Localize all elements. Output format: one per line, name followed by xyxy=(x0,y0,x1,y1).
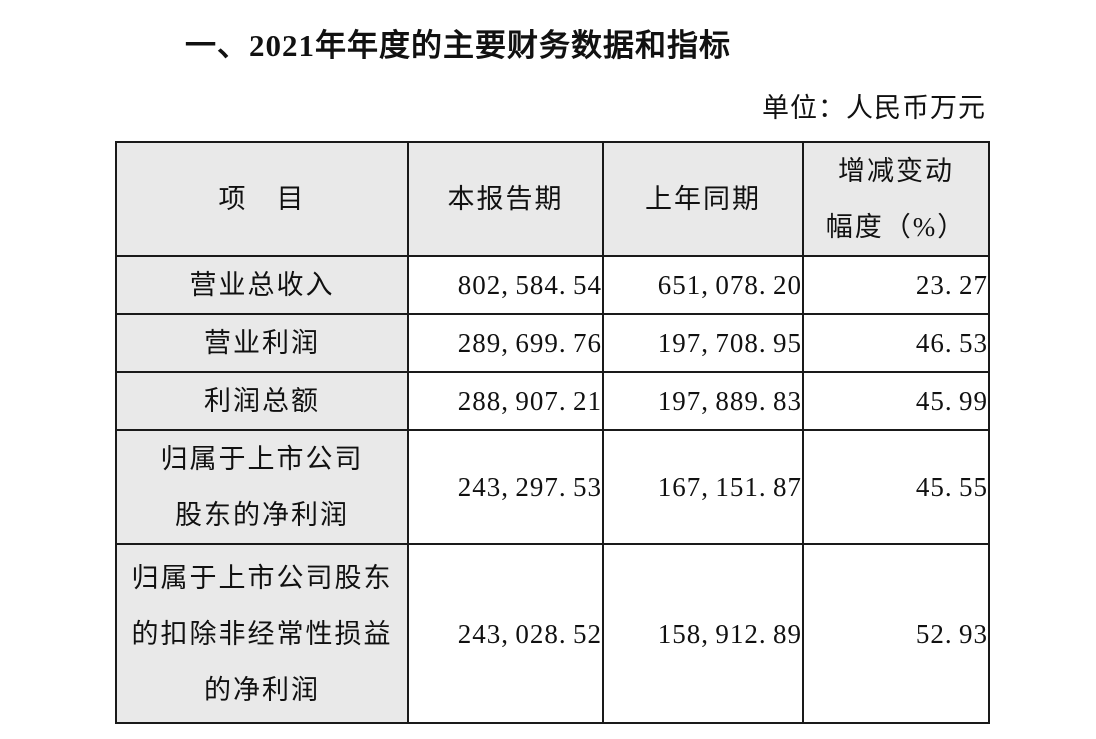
header-current-period: 本报告期 xyxy=(407,141,604,257)
table-row: 利润总额 288, 907. 21 197, 889. 83 45. 99 xyxy=(115,371,990,431)
item-cell: 利润总额 xyxy=(115,371,409,431)
change-pct-cell: 46. 53 xyxy=(802,313,990,373)
change-pct-cell: 52. 93 xyxy=(802,543,990,724)
table-row: 营业利润 289, 699. 76 197, 708. 95 46. 53 xyxy=(115,313,990,373)
item-line: 营业利润 xyxy=(204,328,320,358)
financial-table: 项 目 本报告期 上年同期 增减变动 幅度（%） 营业总收入 802, 584.… xyxy=(115,141,990,724)
table-row: 归属于上市公司 股东的净利润 243, 297. 53 167, 151. 87… xyxy=(115,429,990,545)
prior-period-cell: 197, 889. 83 xyxy=(602,371,804,431)
item-cell: 营业利润 xyxy=(115,313,409,373)
item-line: 股东的净利润 xyxy=(175,500,349,530)
current-period-cell: 289, 699. 76 xyxy=(407,313,604,373)
table-row: 归属于上市公司股东 的扣除非经常性损益 的净利润 243, 028. 52 15… xyxy=(115,543,990,724)
section-title: 一、2021年年度的主要财务数据和指标 xyxy=(185,28,731,63)
prior-period-cell: 167, 151. 87 xyxy=(602,429,804,545)
current-period-cell: 243, 297. 53 xyxy=(407,429,604,545)
header-change-line: 幅度（%） xyxy=(825,212,967,242)
prior-period-cell: 651, 078. 20 xyxy=(602,255,804,315)
item-line: 的扣除非经常性损益 xyxy=(131,618,393,649)
item-line: 利润总额 xyxy=(204,386,320,416)
item-line: 归属于上市公司股东 xyxy=(131,562,393,593)
current-period-cell: 802, 584. 54 xyxy=(407,255,604,315)
unit-note: 单位：人民币万元 xyxy=(762,93,986,123)
item-line: 营业总收入 xyxy=(189,270,335,300)
item-line: 的净利润 xyxy=(204,674,320,705)
item-cell: 营业总收入 xyxy=(115,255,409,315)
change-pct-cell: 45. 55 xyxy=(802,429,990,545)
header-change-line: 增减变动 xyxy=(838,156,954,186)
prior-period-cell: 158, 912. 89 xyxy=(602,543,804,724)
current-period-cell: 288, 907. 21 xyxy=(407,371,604,431)
item-cell: 归属于上市公司 股东的净利润 xyxy=(115,429,409,545)
prior-period-cell: 197, 708. 95 xyxy=(602,313,804,373)
change-pct-cell: 45. 99 xyxy=(802,371,990,431)
current-period-cell: 243, 028. 52 xyxy=(407,543,604,724)
header-prior-period: 上年同期 xyxy=(602,141,804,257)
header-item: 项 目 xyxy=(115,141,409,257)
item-line: 归属于上市公司 xyxy=(160,444,364,474)
table-row: 营业总收入 802, 584. 54 651, 078. 20 23. 27 xyxy=(115,255,990,315)
table-header-row: 项 目 本报告期 上年同期 增减变动 幅度（%） xyxy=(115,141,990,257)
item-cell: 归属于上市公司股东 的扣除非经常性损益 的净利润 xyxy=(115,543,409,724)
header-change-pct: 增减变动 幅度（%） xyxy=(802,141,990,257)
change-pct-cell: 23. 27 xyxy=(802,255,990,315)
